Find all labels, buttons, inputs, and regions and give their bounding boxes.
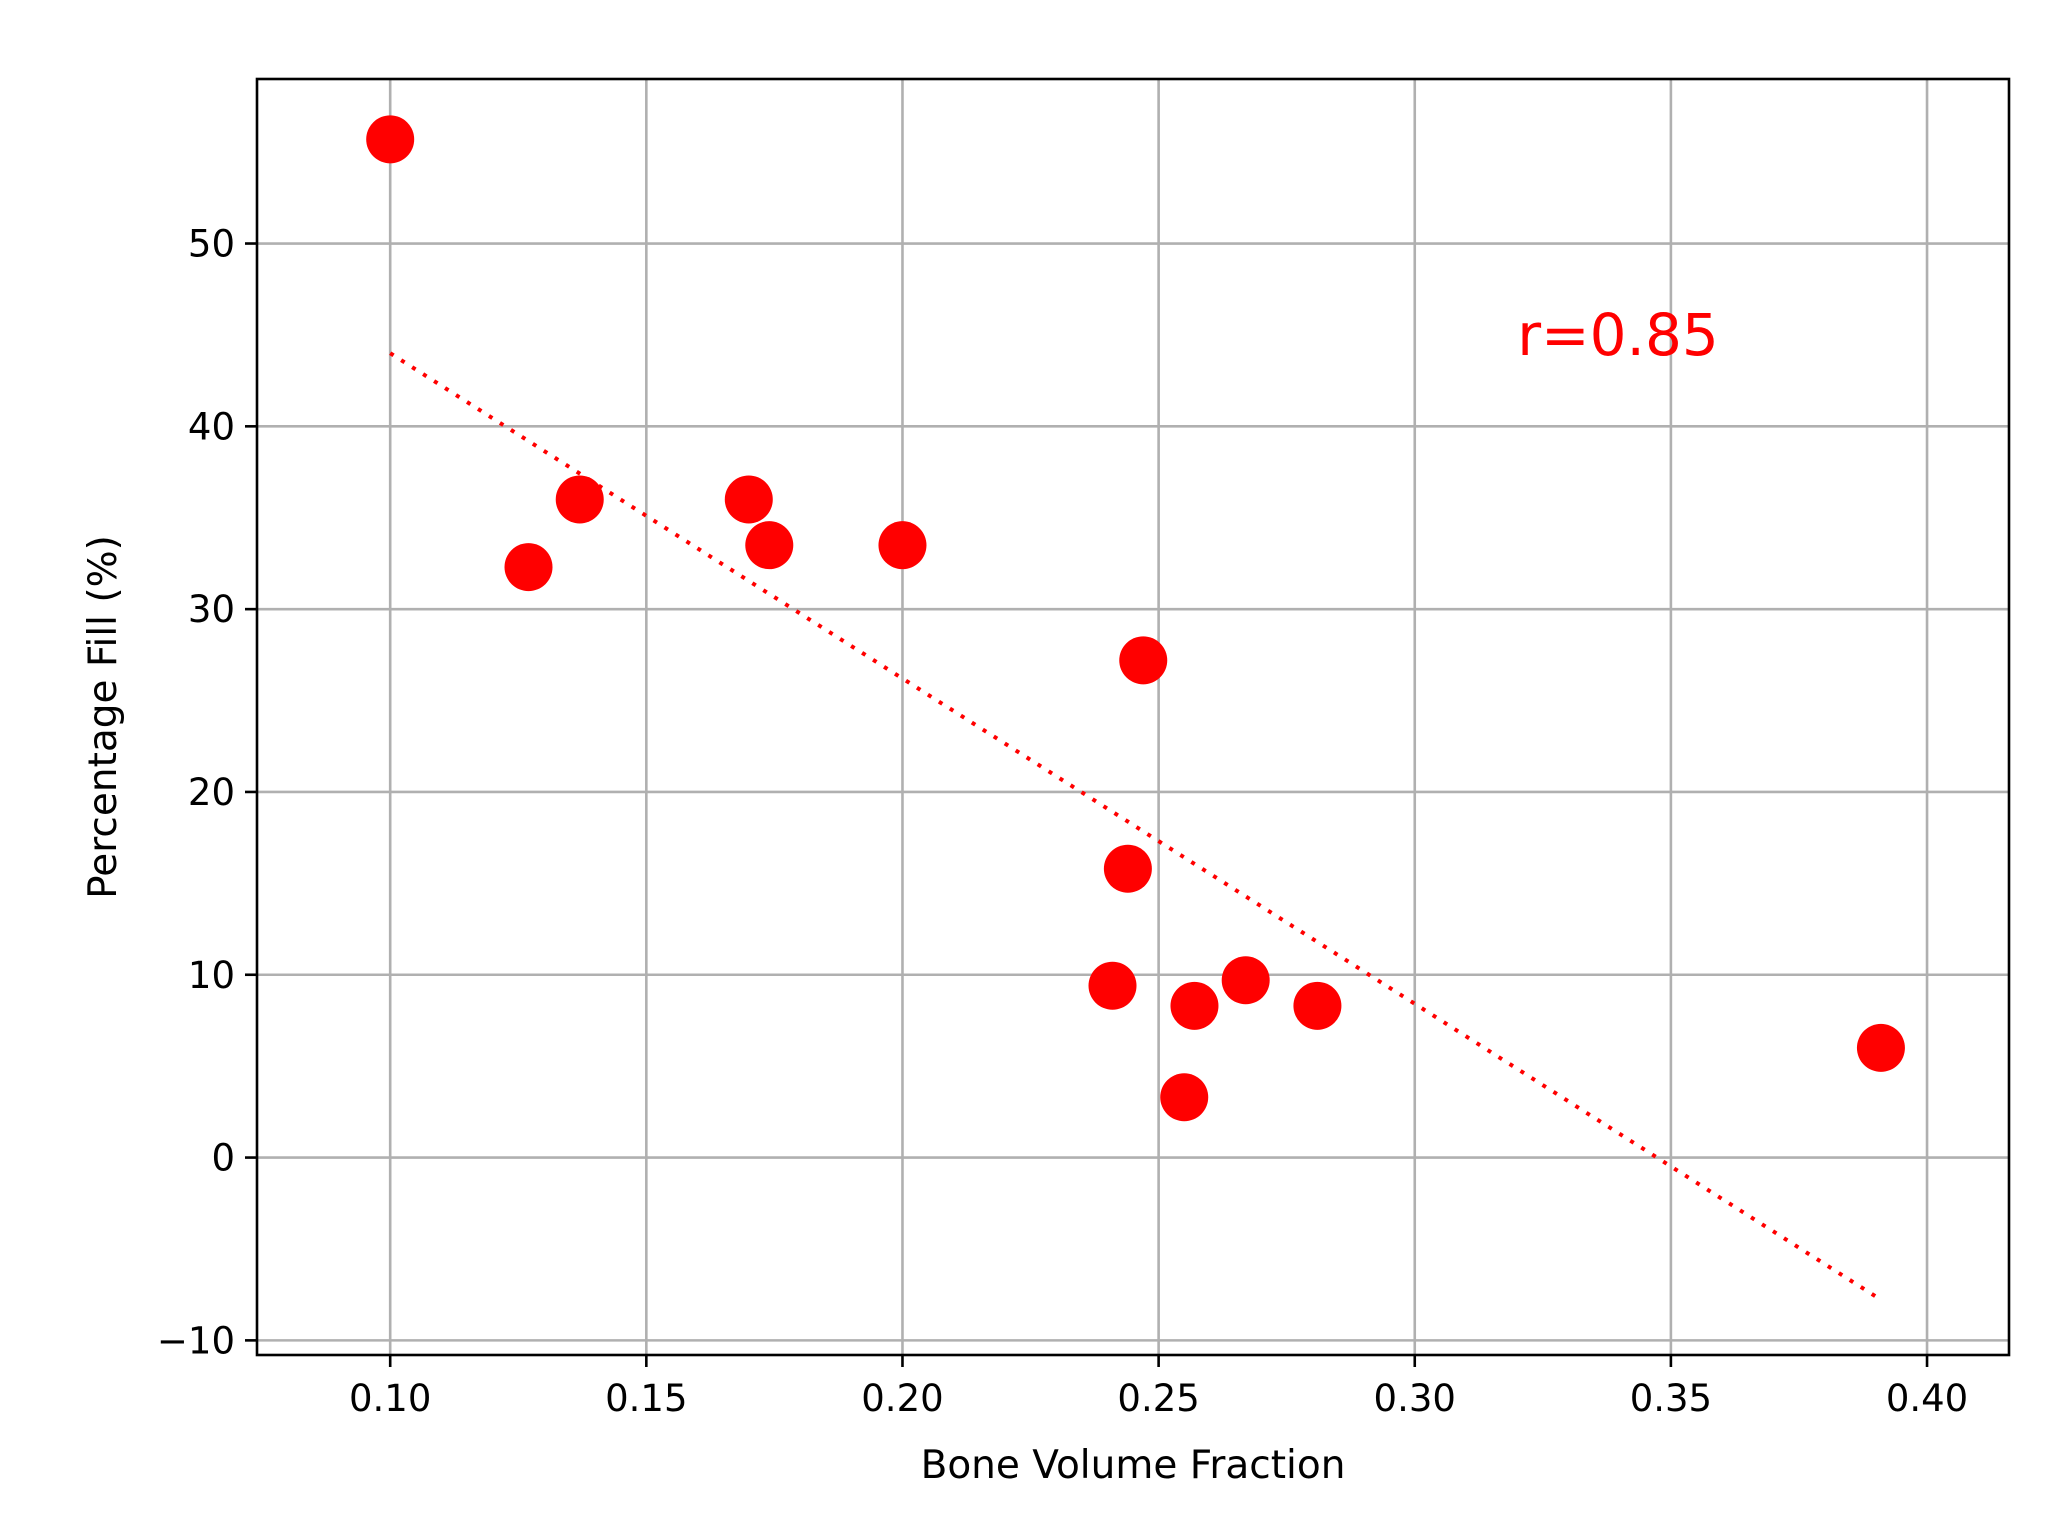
y-tick-label: 20 [188, 771, 235, 814]
data-point [724, 475, 773, 524]
x-tick-label: 0.30 [1374, 1377, 1456, 1420]
y-tick-label: 10 [188, 954, 235, 997]
data-point [1103, 844, 1152, 893]
data-point [1221, 956, 1270, 1005]
data-point [1119, 636, 1168, 685]
trendline-layer [389, 351, 1877, 1299]
data-point [504, 543, 553, 592]
y-tick-label: 50 [188, 223, 235, 266]
data-point [1293, 981, 1342, 1030]
data-point [366, 115, 415, 164]
data-point [878, 521, 927, 570]
data-point [1856, 1023, 1905, 1072]
data-point [1088, 961, 1137, 1010]
x-tick-label: 0.20 [861, 1377, 943, 1420]
tick-layer: 0.10 0.15 0.20 0.25 0.30 0.35 0.40 −10 0 10 20 30 40… [157, 223, 1968, 1420]
data-points-layer [366, 115, 1905, 1122]
trendline [389, 351, 1877, 1299]
x-tick-label: 0.25 [1117, 1377, 1199, 1420]
x-axis-title: Bone Volume Fraction [921, 1443, 1346, 1488]
data-point [745, 521, 794, 570]
data-point [1160, 1073, 1209, 1122]
x-tick-label: 0.35 [1630, 1377, 1712, 1420]
y-axis-title: Percentage Fill (%) [81, 535, 126, 899]
y-tick-label: −10 [157, 1319, 235, 1362]
x-tick-label: 0.40 [1886, 1377, 1968, 1420]
y-tick-label: 0 [211, 1137, 235, 1180]
x-tick-label: 0.10 [349, 1377, 431, 1420]
plot-frame [255, 77, 2011, 1357]
y-tick-label: 30 [188, 588, 235, 631]
y-tick-label: 40 [188, 405, 235, 448]
data-point [555, 475, 604, 524]
data-point [1170, 981, 1219, 1030]
correlation-annotation: r=0.85 [1517, 301, 1719, 369]
x-tick-label: 0.15 [605, 1377, 687, 1420]
grid-layer [257, 79, 2009, 1355]
